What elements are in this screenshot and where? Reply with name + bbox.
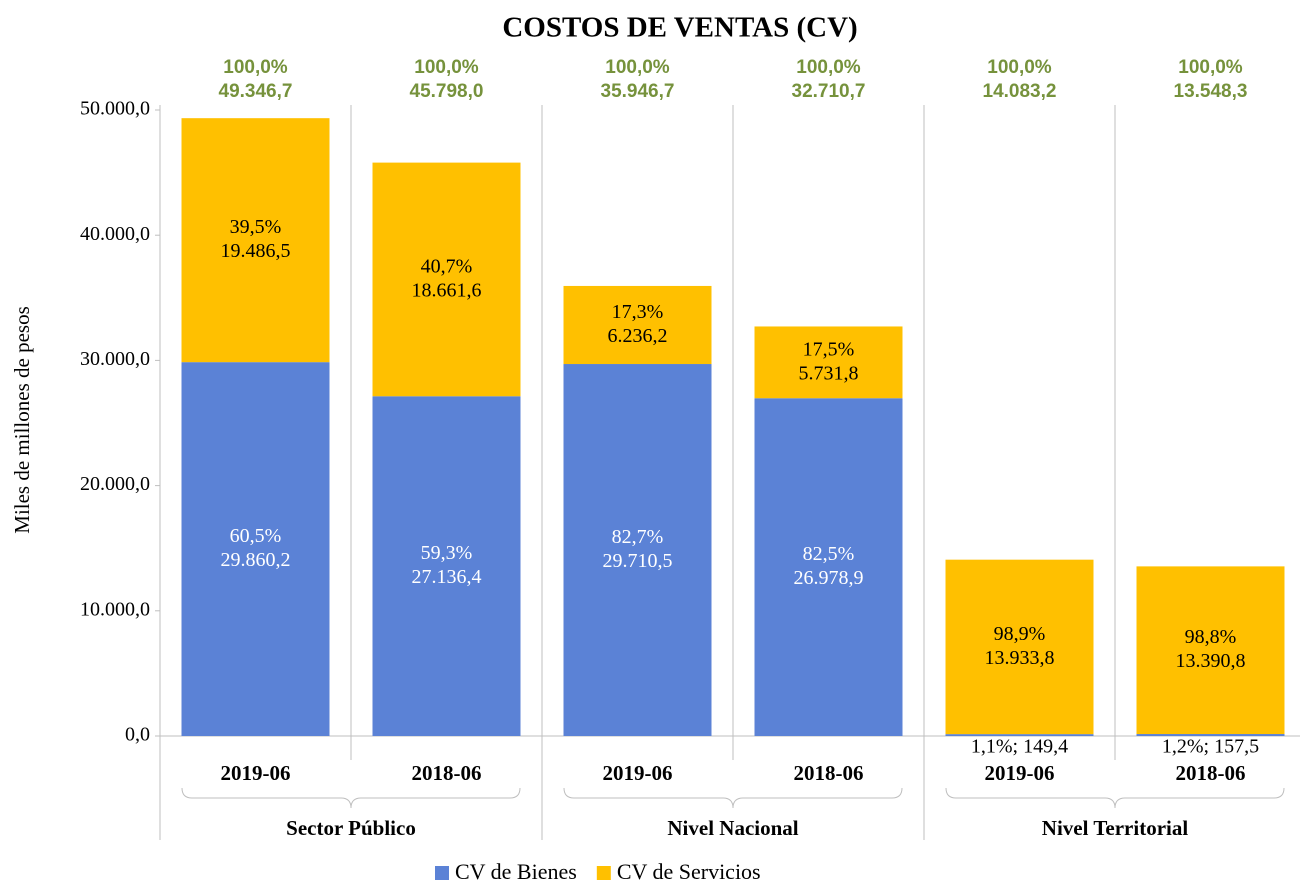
y-tick-label: 10.000,0 [80,598,150,620]
bar-segment [181,118,330,363]
x-tick-label: 2019-06 [221,761,291,785]
total-label: 100,0% 32.710,7 [792,57,866,102]
group-label: Sector Público [286,816,416,840]
y-tick-label: 30.000,0 [80,348,150,370]
y-axis-label: Miles de millones de pesos [10,306,34,533]
bar-segment [563,364,712,736]
bar-segment [754,326,903,399]
y-tick-label: 0,0 [125,724,150,746]
data-label: 59,3% 27.136,4 [412,542,482,588]
legend-label: CV de Bienes [455,859,577,884]
bar-segment [945,734,1094,736]
group-brace [563,787,903,809]
legend-label: CV de Servicios [617,859,761,884]
data-label: 82,5% 26.978,9 [794,543,864,589]
y-tick-label: 40.000,0 [80,223,150,245]
y-tick-label: 20.000,0 [80,473,150,495]
bar-segment [945,559,1094,735]
total-label: 100,0% 13.548,3 [1174,57,1248,102]
data-label: 82,7% 29.710,5 [603,526,673,572]
total-label: 100,0% 45.798,0 [410,57,484,102]
data-label: 1,2%; 157,5 [1162,736,1259,758]
data-label: 17,3% 6.236,2 [608,301,668,347]
group-brace [181,787,521,809]
bar-segment [181,362,330,736]
bar-segment [372,396,521,736]
data-label: 1,1%; 149,4 [971,736,1068,758]
x-tick-label: 2018-06 [794,761,864,785]
data-label: 98,9% 13.933,8 [985,622,1055,668]
x-tick-label: 2019-06 [603,761,673,785]
group-label: Nivel Territorial [1042,816,1189,840]
x-tick-label: 2018-06 [412,761,482,785]
bar-segment [1136,734,1285,736]
bar-segment [563,285,712,365]
legend-swatch [596,866,611,880]
data-label: 40,7% 18.661,6 [412,255,482,301]
bar-segment [754,398,903,736]
data-label: 39,5% 19.486,5 [221,216,291,262]
total-label: 100,0% 49.346,7 [219,57,293,102]
x-tick-label: 2018-06 [1176,761,1246,785]
bar-segment [372,162,521,397]
bar-segment [1136,566,1285,735]
x-tick-label: 2019-06 [985,761,1055,785]
data-label: 98,8% 13.390,8 [1176,626,1246,672]
group-brace [945,787,1285,809]
chart-title: COSTOS DE VENTAS (CV) [502,12,857,44]
data-label: 17,5% 5.731,8 [799,338,859,384]
y-tick-label: 50.000,0 [80,98,150,120]
data-label: 60,5% 29.860,2 [221,525,291,571]
total-label: 100,0% 35.946,7 [601,57,675,102]
legend-swatch [435,866,449,880]
total-label: 100,0% 14.083,2 [983,57,1057,102]
group-label: Nivel Nacional [667,816,798,840]
